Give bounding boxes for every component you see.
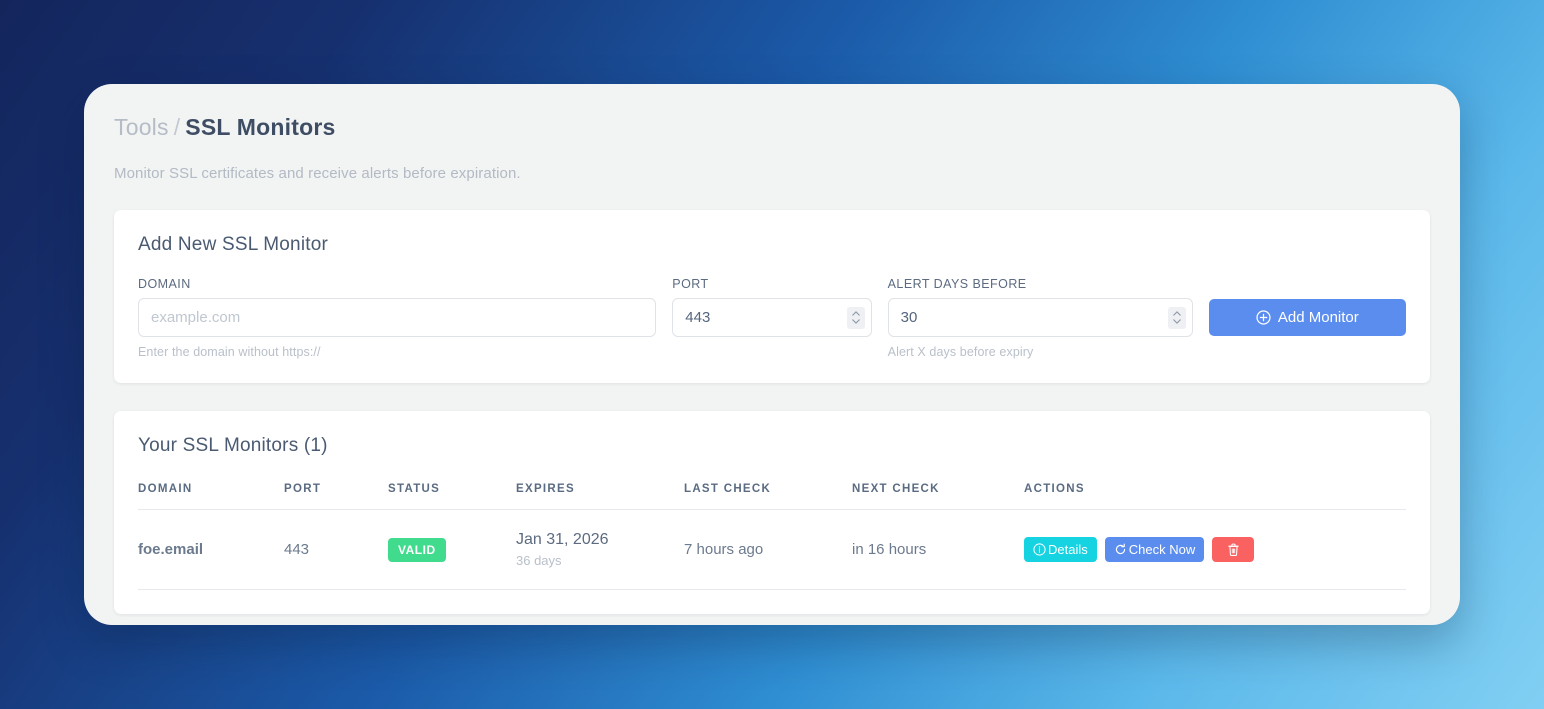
main-panel: Tools / SSL Monitors Monitor SSL certifica… (84, 84, 1460, 625)
port-stepper[interactable] (846, 306, 865, 329)
plus-circle-icon (1256, 310, 1271, 325)
port-field-group: PORT (672, 277, 872, 337)
domain-input[interactable] (138, 298, 657, 337)
port-input-wrap (672, 298, 872, 337)
alert-days-input-wrap (887, 298, 1193, 337)
domain-field-group: DOMAIN Enter the domain without https:// (138, 277, 657, 359)
breadcrumb-parent[interactable]: Tools (114, 114, 169, 140)
breadcrumb: Tools / SSL Monitors (114, 114, 1430, 141)
cell-domain: foe.email (138, 509, 284, 590)
alert-days-stepper[interactable] (1167, 306, 1186, 329)
alert-days-input[interactable] (887, 298, 1193, 337)
alert-days-field-group: ALERT DAYS BEFORE Alert X days before ex… (887, 277, 1193, 359)
column-header-domain: DOMAIN (138, 483, 284, 510)
column-header-actions: ACTIONS (1024, 483, 1406, 510)
cell-actions: Details Check Now (1024, 509, 1406, 590)
cell-expires: Jan 31, 2026 36 days (516, 509, 684, 590)
chevron-up-icon[interactable] (851, 311, 860, 316)
cell-next-check: in 16 hours (852, 509, 1024, 590)
check-now-button-label: Check Now (1128, 542, 1196, 557)
alert-days-helper-text: Alert X days before expiry (887, 345, 1034, 359)
add-monitor-button-label: Add Monitor (1277, 309, 1359, 326)
monitors-table: DOMAIN PORT STATUS EXPIRES LAST CHECK NE… (138, 483, 1406, 590)
column-header-next-check: NEXT CHECK (852, 483, 1024, 510)
column-header-expires: EXPIRES (516, 483, 684, 510)
column-header-status: STATUS (388, 483, 516, 510)
row-actions: Details Check Now (1024, 537, 1406, 562)
delete-monitor-button[interactable] (1212, 537, 1255, 562)
expires-days-remaining: 36 days (516, 553, 562, 568)
status-badge: VALID (388, 537, 446, 562)
port-input[interactable] (672, 298, 872, 337)
domain-label: DOMAIN (138, 277, 191, 291)
breadcrumb-separator: / (173, 114, 181, 140)
table-row: foe.email 443 VALID Jan 31, 2026 36 days… (138, 509, 1406, 590)
column-header-last-check: LAST CHECK (684, 483, 852, 510)
alert-days-label: ALERT DAYS BEFORE (887, 277, 1027, 291)
chevron-up-icon[interactable] (1172, 311, 1181, 316)
trash-icon (1227, 543, 1239, 556)
monitors-title: Your SSL Monitors (1) (138, 435, 328, 456)
domain-input-wrap (138, 298, 657, 337)
refresh-icon (1115, 543, 1125, 555)
details-button[interactable]: Details (1024, 537, 1097, 562)
expires-date: Jan 31, 2026 (516, 531, 609, 548)
check-now-button[interactable]: Check Now (1104, 537, 1205, 562)
info-circle-icon (1033, 543, 1046, 556)
column-header-port: PORT (284, 483, 388, 510)
add-monitor-card: Add New SSL Monitor DOMAIN Enter the dom… (114, 210, 1430, 383)
page-title: SSL Monitors (185, 114, 336, 140)
chevron-down-icon[interactable] (1172, 319, 1181, 324)
monitors-card: Your SSL Monitors (1) DOMAIN PORT STATUS… (114, 411, 1430, 614)
add-monitor-title: Add New SSL Monitor (138, 234, 329, 255)
domain-helper-text: Enter the domain without https:// (138, 345, 321, 359)
table-header-row: DOMAIN PORT STATUS EXPIRES LAST CHECK NE… (138, 483, 1406, 510)
port-label: PORT (672, 277, 709, 291)
page-subtitle: Monitor SSL certificates and receive ale… (114, 165, 521, 182)
add-monitor-form: DOMAIN Enter the domain without https://… (138, 277, 1406, 359)
cell-port: 443 (284, 509, 388, 590)
chevron-down-icon[interactable] (851, 319, 860, 324)
cell-last-check: 7 hours ago (684, 509, 852, 590)
details-button-label: Details (1048, 542, 1088, 557)
cell-status: VALID (388, 509, 516, 590)
add-monitor-button[interactable]: Add Monitor (1208, 299, 1406, 336)
